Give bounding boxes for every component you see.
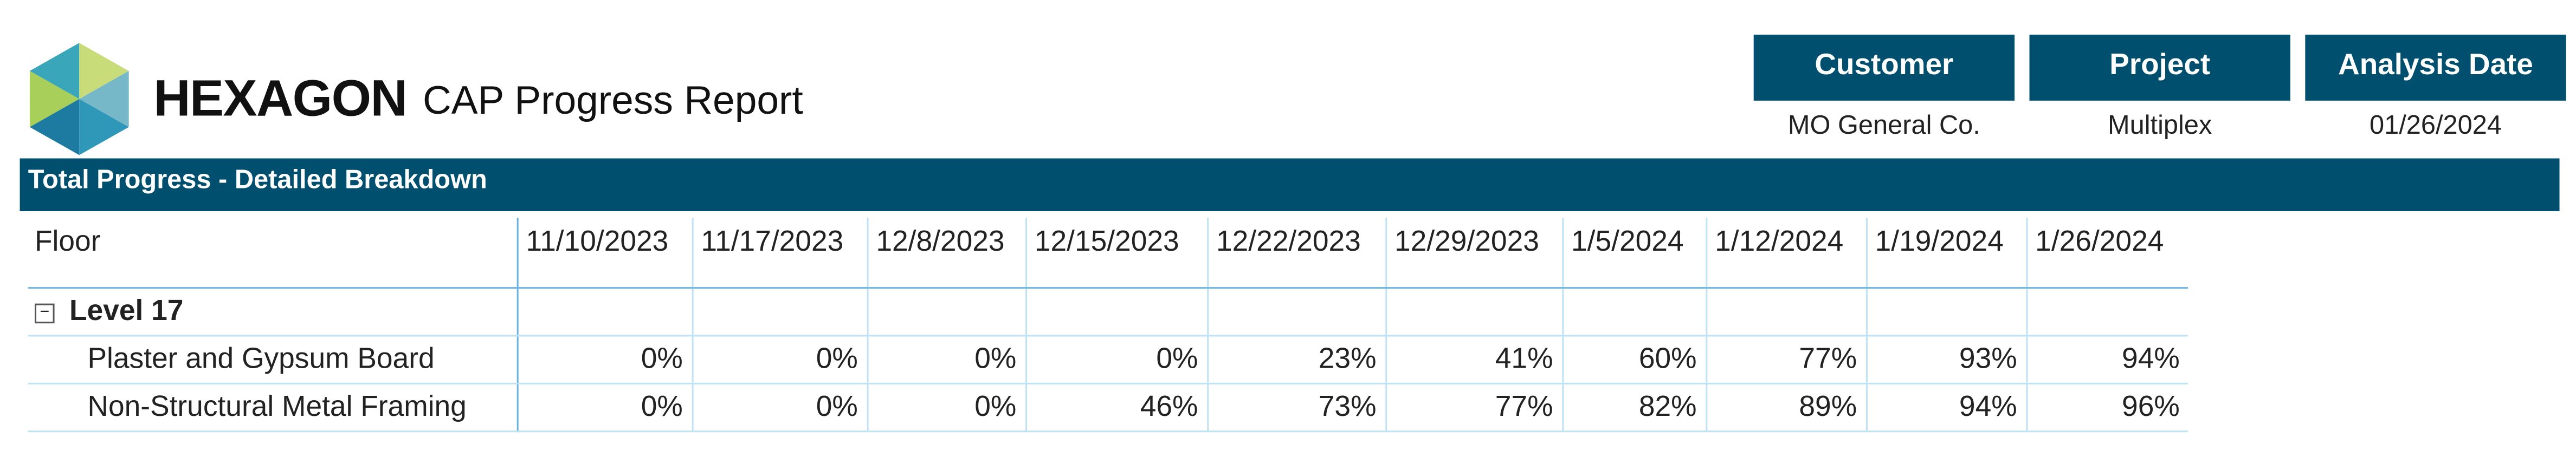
value-cell: 94% [1865, 382, 2026, 432]
empty-cell [1384, 287, 1563, 336]
value-cell: 77% [1384, 382, 1563, 432]
empty-cell [516, 287, 692, 336]
empty-cell [1206, 287, 1386, 336]
info-value: Multiplex [2108, 112, 2212, 140]
value-cell: 94% [2025, 335, 2188, 384]
empty-cell [1561, 287, 1706, 336]
column-header: 1/26/2024 [2025, 218, 2188, 288]
value-cell: 77% [1705, 335, 1866, 384]
empty-cell [691, 287, 867, 336]
info-label: Customer [1753, 34, 2015, 101]
collapse-toggle: − [34, 303, 55, 324]
value-cell: 0% [516, 382, 692, 432]
value-cell: 82% [1561, 382, 1706, 432]
empty-cell [866, 287, 1026, 336]
column-header: 1/12/2024 [1705, 218, 1866, 288]
progress-table: Floor 11/10/2023 11/17/2023 12/8/2023 12/15/… [28, 218, 2188, 432]
value-cell: 0% [866, 335, 1026, 384]
value-cell: 0% [691, 335, 867, 384]
info-label: Analysis Date [2305, 34, 2566, 101]
value-cell: 23% [1206, 335, 1386, 384]
value-cell: 0% [516, 335, 692, 384]
logo-text: HEXAGON [153, 69, 407, 127]
column-header: 11/10/2023 [516, 218, 692, 288]
row-label: Plaster and Gypsum Board [28, 335, 518, 384]
group-label: Level 17 [69, 293, 184, 327]
data-row: Plaster and Gypsum Board 0% 0% 0% 0% 23% 41% 60… [28, 335, 2188, 384]
empty-cell [1705, 287, 1866, 336]
empty-cell [1024, 287, 1208, 336]
data-row: Non-Structural Metal Framing 0% 0% 0% 46% 73%… [28, 382, 2188, 432]
report-title: CAP Progress Report [422, 79, 803, 124]
logo-icon [29, 43, 129, 155]
value-cell: 0% [691, 382, 867, 432]
column-header: 12/22/2023 [1206, 218, 1386, 288]
value-cell: 93% [1865, 335, 2026, 384]
value-cell: 46% [1024, 382, 1208, 432]
empty-cell [2025, 287, 2188, 336]
column-header: 11/17/2023 [691, 218, 867, 288]
group-row: − Level 17 [28, 287, 2188, 336]
info-value: MO General Co. [1787, 112, 1980, 140]
column-header: 1/5/2024 [1561, 218, 1706, 288]
info-value: 01/26/2024 [2370, 112, 2502, 140]
value-cell: 60% [1561, 335, 1706, 384]
column-header: 12/29/2023 [1384, 218, 1563, 288]
value-cell: 96% [2025, 382, 2188, 432]
value-cell: 73% [1206, 382, 1386, 432]
column-header: 1/19/2024 [1865, 218, 2026, 288]
row-label: Non-Structural Metal Framing [28, 382, 518, 432]
column-header: 12/15/2023 [1024, 218, 1208, 288]
section-title: Total Progress - Detailed Breakdown [20, 158, 2560, 211]
column-header: 12/8/2023 [866, 218, 1026, 288]
info-label: Project [2029, 34, 2290, 101]
header-row: Floor 11/10/2023 11/17/2023 12/8/2023 12/15/… [28, 218, 2188, 288]
value-cell: 89% [1705, 382, 1866, 432]
value-cell: 0% [1024, 335, 1208, 384]
column-header: Floor [28, 218, 518, 288]
value-cell: 0% [866, 382, 1026, 432]
empty-cell [1865, 287, 2026, 336]
group-cell: − Level 17 [28, 287, 518, 336]
value-cell: 41% [1384, 335, 1563, 384]
